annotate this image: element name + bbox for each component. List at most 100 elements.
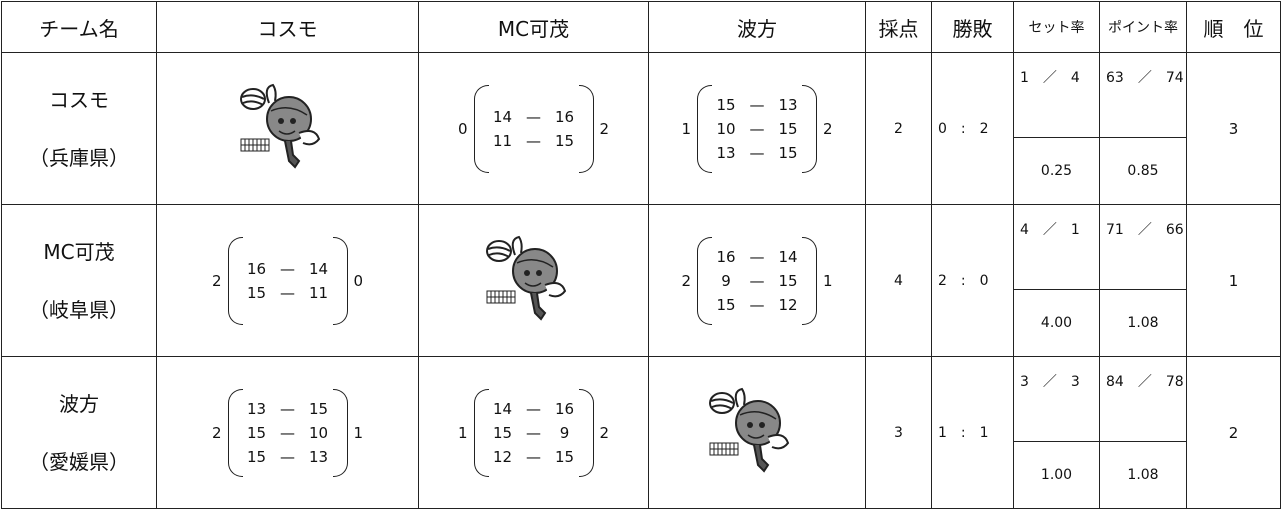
match-cell: 0 14 — 16 11 — 15 2 [418, 52, 649, 205]
set-count-for: 4 [1020, 222, 1029, 238]
set-score: 15 — 13 [228, 445, 348, 469]
point-rate: 1.08 [1099, 289, 1187, 357]
point-rate: 0.85 [1099, 137, 1187, 205]
win-loss: 2:0 [931, 204, 1014, 357]
set-scores: 15 — 13 10 — 15 13 — 15 [697, 84, 817, 173]
set-score: 12 — 15 [474, 445, 594, 469]
sets-won: 2 [681, 271, 691, 290]
score-away: 15 [554, 447, 575, 466]
sets-lost: 2 [599, 119, 610, 138]
dash: — [280, 283, 295, 302]
point-count: 84 ／ 78 [1099, 356, 1187, 442]
set-count-for: 1 [1020, 70, 1029, 86]
match-result: 1 15 — 13 10 — 15 13 — 15 2 [649, 84, 865, 173]
win-loss: 0:2 [931, 52, 1014, 205]
set-score: 15 — 13 [697, 93, 817, 117]
match-cell: 1 15 — 13 10 — 15 13 — 15 2 [648, 52, 866, 205]
set-score: 11 — 15 [474, 129, 594, 153]
set-rate: 0.25 [1013, 137, 1100, 205]
score-home: 16 [716, 247, 736, 266]
score-away: 14 [308, 259, 329, 278]
team-row: 波方 （愛媛県） 2 13—15 15—10 15—13 1 1 14—16 15—9 12—15 2… [1, 356, 1281, 509]
score-home: 15 [246, 283, 267, 302]
set-score: 15 — 11 [228, 281, 348, 305]
set-count-against: 1 [1070, 222, 1080, 238]
header-cell: 順 位 [1186, 1, 1281, 53]
sets-lost: 0 [353, 271, 364, 290]
dash: — [280, 399, 295, 418]
set-score: 15 — 9 [474, 421, 594, 445]
score-home: 15 [246, 423, 267, 442]
dash: — [749, 95, 765, 114]
prefecture: （兵庫県） [29, 145, 129, 170]
slash: ／ [1042, 222, 1057, 238]
header-cell: MC可茂 [418, 1, 649, 53]
wins: 1 [938, 424, 947, 441]
dash: — [749, 271, 765, 290]
score-away: 16 [554, 107, 575, 126]
header-cell: チーム名 [1, 1, 157, 53]
sets-won: 2 [211, 271, 222, 290]
set-score: 10 — 15 [697, 117, 817, 141]
score-home: 16 [246, 259, 267, 278]
team-cell: 波方 （愛媛県） [1, 356, 157, 509]
set-score: 13 — 15 [697, 141, 817, 165]
score-home: 11 [492, 131, 513, 150]
match-cell: 2 16 — 14 9 — 15 15 — 12 1 [648, 204, 866, 357]
team-cell: MC可茂 （岐阜県） [1, 204, 157, 357]
set-scores: 16 — 14 15 — 11 [227, 236, 348, 325]
set-scores: 13 — 15 15 — 10 15 — 13 [227, 388, 348, 477]
score-away: 13 [308, 447, 329, 466]
dash: — [526, 399, 541, 418]
score-home: 15 [246, 447, 267, 466]
score-home: 10 [716, 119, 736, 138]
dash: — [749, 143, 765, 162]
score-home: 15 [716, 295, 736, 314]
score-away: 15 [778, 143, 798, 162]
points: 2 [865, 52, 932, 205]
score-home: 14 [492, 399, 513, 418]
set-score: 16 — 14 [697, 245, 817, 269]
rank: 1 [1186, 204, 1281, 357]
score-away: 10 [308, 423, 329, 442]
score-away: 9 [559, 423, 570, 442]
colon: : [960, 424, 966, 441]
points: 4 [865, 204, 932, 357]
slash: ／ [1042, 374, 1057, 390]
set-scores: 14 — 16 15 — 9 12 — 15 [473, 388, 594, 477]
sets-lost: 2 [823, 119, 833, 138]
set-score: 16 — 14 [228, 257, 348, 281]
colon: : [960, 120, 966, 137]
score-home: 13 [716, 143, 736, 162]
team-name: 波方 [59, 391, 99, 416]
point-count-for: 71 [1106, 222, 1124, 238]
prefecture: （愛媛県） [29, 449, 129, 474]
header-row: チーム名 コスモ MC可茂 波方 採点 勝敗 セット率 ポイント率順 位 [1, 1, 1281, 53]
score-away: 15 [554, 131, 575, 150]
match-cell: 2 13 — 15 15 — 10 15 — 13 1 [156, 356, 419, 509]
slash: ／ [1042, 70, 1057, 86]
point-count-for: 84 [1106, 374, 1124, 390]
set-score: 14 — 16 [474, 105, 594, 129]
score-home: 14 [492, 107, 513, 126]
score-away: 15 [778, 119, 798, 138]
match-result: 2 16 — 14 9 — 15 15 — 12 1 [649, 236, 865, 325]
point-count-for: 63 [1106, 70, 1124, 86]
match-result: 2 13 — 15 15 — 10 15 — 13 1 [157, 388, 418, 477]
set-rate: 4.00 [1013, 289, 1100, 357]
match-cell: 2 16 — 14 15 — 11 0 [156, 204, 419, 357]
match-result: 1 14 — 16 15 — 9 12 — 15 2 [419, 388, 648, 477]
sets-won: 1 [681, 119, 691, 138]
header-cell: セット率 [1013, 1, 1100, 53]
match-result: 0 14 — 16 11 — 15 2 [419, 84, 648, 173]
rank: 3 [1186, 52, 1281, 205]
set-count: 1 ／ 4 [1013, 52, 1100, 138]
score-away: 15 [778, 271, 798, 290]
set-count-against: 3 [1070, 374, 1080, 390]
sets-lost: 1 [823, 271, 833, 290]
wins: 2 [938, 272, 947, 289]
set-scores: 14 — 16 11 — 15 [473, 84, 594, 173]
header-cell: 採点 [865, 1, 932, 53]
losses: 2 [979, 120, 989, 137]
